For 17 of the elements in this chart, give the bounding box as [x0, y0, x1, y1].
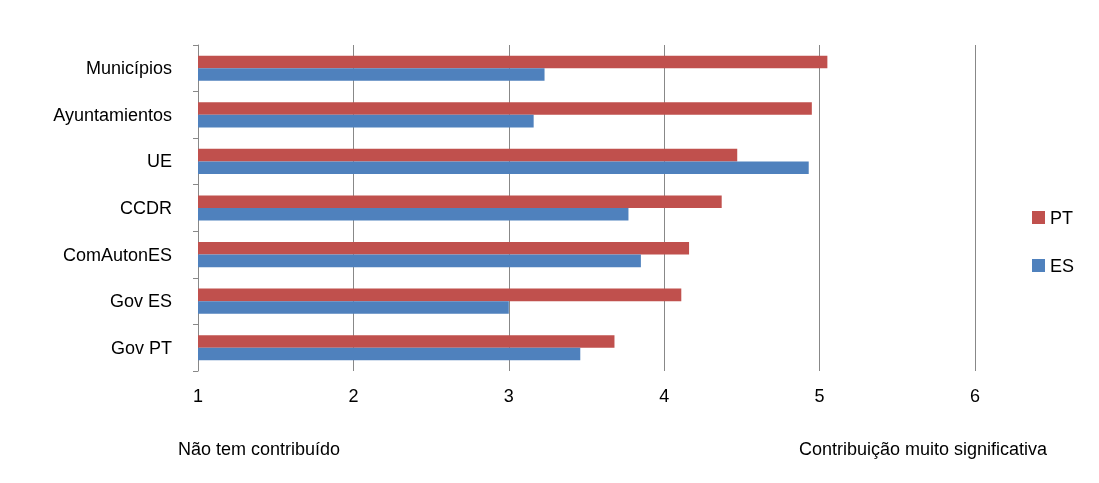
y-tick-label: UE: [146, 151, 172, 172]
y-tick-label: ComAutonES: [62, 244, 172, 265]
x-tick-label: 6: [969, 386, 981, 406]
text: Contribuição muito significativa: [798, 439, 1048, 459]
y-tick-label: Municípios: [85, 58, 172, 79]
x-tick-label: 2: [348, 386, 359, 406]
y-tick-label: CCDR: [120, 198, 172, 218]
y-tick-label: Ayuntamientos: [53, 104, 172, 125]
x-tick-label: 4: [659, 386, 670, 406]
y-tick-label: Gov ES: [109, 291, 172, 312]
legend-label: ES: [1049, 255, 1074, 276]
x-tick-label: 5: [814, 386, 825, 406]
x-tick-label: 1: [192, 386, 204, 406]
text: Não tem contribuído: [178, 439, 341, 459]
y-tick-label: Gov PT: [110, 337, 172, 358]
legend-label: PT: [1049, 207, 1073, 228]
x-tick-label: 3: [503, 386, 514, 406]
